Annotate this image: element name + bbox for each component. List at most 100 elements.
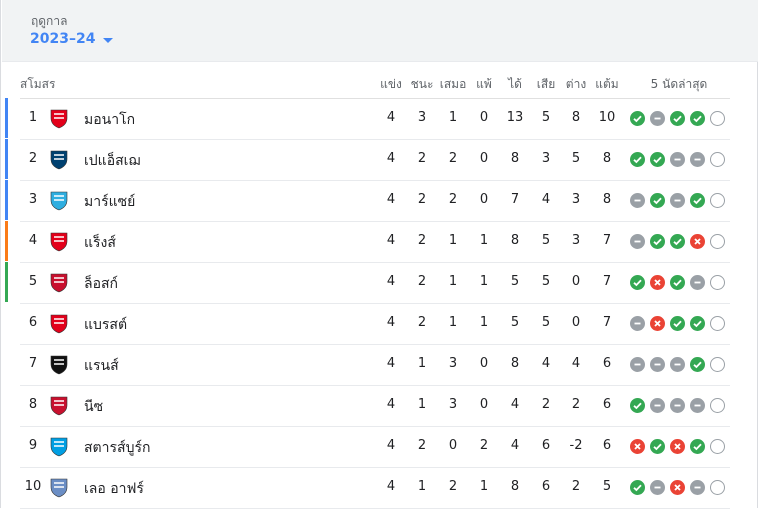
draw-icon[interactable] [670,152,685,167]
win-icon[interactable] [630,152,645,167]
win-icon[interactable] [690,316,705,331]
win-icon[interactable] [670,234,685,249]
win-icon[interactable] [630,398,645,413]
form-guide [630,152,730,167]
win-icon[interactable] [650,234,665,249]
win-icon[interactable] [690,111,705,126]
table-row[interactable]: 6 แบรสต์ 4 2 1 1 5 5 0 7 [20,303,730,345]
table-row[interactable]: 7 แรนส์ 4 1 3 0 8 4 4 6 [20,344,730,386]
season-dropdown[interactable]: 2023–24 [30,31,114,47]
draw-icon[interactable] [630,357,645,372]
loss-icon[interactable] [630,439,645,454]
stat-played: 4 [386,479,396,494]
draw-icon[interactable] [690,275,705,290]
loss-icon[interactable] [690,234,705,249]
qualification-indicator [5,221,8,261]
draw-icon[interactable] [650,398,665,413]
win-icon[interactable] [690,357,705,372]
form-guide [630,398,730,413]
table-row[interactable]: 1 มอนาโก 4 3 1 0 13 5 8 10 [5,98,730,140]
draw-icon[interactable] [690,398,705,413]
win-icon[interactable] [630,480,645,495]
stat-gf: 8 [510,356,520,371]
team-name[interactable]: สตารส์บูร์ก [84,440,151,456]
draw-icon[interactable] [690,480,705,495]
team-name[interactable]: มอนาโก [84,112,136,128]
win-icon[interactable] [650,152,665,167]
win-icon[interactable] [690,439,705,454]
stat-gf: 5 [510,274,520,289]
team-name[interactable]: แรนส์ [84,358,119,374]
win-icon[interactable] [630,111,645,126]
table-row[interactable]: 4 แร็งส์ 4 2 1 1 8 5 3 7 [5,221,730,263]
stat-gd: 0 [571,315,581,330]
chevron-down-icon[interactable] [103,37,114,43]
draw-icon[interactable] [670,398,685,413]
stat-pts: 6 [602,356,612,371]
stat-gf: 13 [506,110,524,125]
table-row[interactable]: 8 นีซ 4 1 3 0 4 2 2 6 [20,385,730,427]
column-pts: แต้ม [595,77,619,91]
win-icon[interactable] [670,275,685,290]
stat-gd: 3 [571,233,581,248]
win-icon[interactable] [690,193,705,208]
win-icon[interactable] [670,111,685,126]
draw-icon[interactable] [650,357,665,372]
draw-icon[interactable] [670,193,685,208]
win-icon[interactable] [650,439,665,454]
stat-pts: 10 [598,110,616,125]
monaco-crest-icon [48,107,70,129]
table-row[interactable]: 9 สตารส์บูร์ก 4 2 0 2 4 6 -2 6 [20,426,730,468]
column-drawn: เสมอ [439,77,467,91]
stat-gf: 8 [510,233,520,248]
stat-won: 1 [417,479,427,494]
win-icon[interactable] [650,193,665,208]
team-name[interactable]: นีซ [84,399,104,415]
stat-played: 4 [386,274,396,289]
stat-drawn: 3 [448,397,458,412]
draw-icon[interactable] [670,357,685,372]
table-row[interactable]: 3 มาร์แซย์ 4 2 2 0 7 4 3 8 [5,180,730,222]
draw-icon[interactable] [630,193,645,208]
loss-icon[interactable] [650,275,665,290]
stat-gf: 8 [510,151,520,166]
stat-won: 1 [417,356,427,371]
stat-drawn: 2 [448,151,458,166]
team-name[interactable]: ล็อสก์ [84,276,119,292]
team-name[interactable]: แบรสต์ [84,317,128,333]
win-icon[interactable] [630,275,645,290]
team-name[interactable]: แร็งส์ [84,235,116,251]
team-name[interactable]: เลอ อาฟร์ [84,481,144,497]
draw-icon[interactable] [630,234,645,249]
table-row[interactable]: 2 เปแอ็สเฌ 4 2 2 0 8 3 5 8 [5,139,730,181]
stat-lost: 0 [479,151,489,166]
draw-icon[interactable] [630,316,645,331]
draw-icon[interactable] [650,111,665,126]
team-name[interactable]: มาร์แซย์ [84,194,136,210]
upcoming-match-icon [710,152,725,167]
rennes-crest-icon [48,353,70,375]
stat-lost: 0 [479,356,489,371]
stat-pts: 7 [602,274,612,289]
stat-lost: 0 [479,397,489,412]
loss-icon[interactable] [670,439,685,454]
stat-gd: 2 [571,397,581,412]
stat-pts: 7 [602,233,612,248]
win-icon[interactable] [670,316,685,331]
draw-icon[interactable] [690,152,705,167]
form-guide [630,480,730,495]
form-guide [630,316,730,331]
stat-gf: 7 [510,192,520,207]
table-row[interactable]: 10 เลอ อาฟร์ 4 1 2 1 8 6 2 5 [20,467,730,509]
stat-lost: 1 [479,315,489,330]
table-row[interactable]: 5 ล็อสก์ 4 2 1 1 5 5 0 7 [5,262,730,304]
stat-ga: 4 [541,192,551,207]
stat-ga: 5 [541,274,551,289]
season-value[interactable]: 2023–24 [30,31,96,47]
team-name[interactable]: เปแอ็สเฌ [84,153,141,169]
column-ga: เสีย [536,77,556,91]
loss-icon[interactable] [650,316,665,331]
loss-icon[interactable] [670,480,685,495]
stat-won: 2 [417,233,427,248]
draw-icon[interactable] [650,480,665,495]
